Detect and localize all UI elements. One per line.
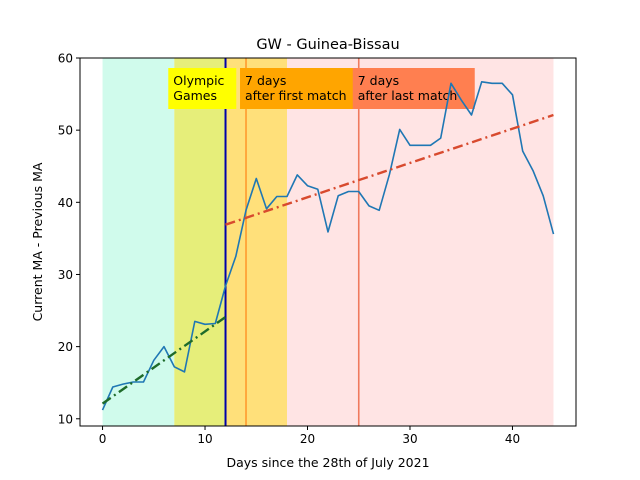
y-axis-label: Current MA - Previous MA	[30, 162, 45, 321]
region-before-games	[102, 58, 175, 426]
annotation-text-after-last-match-0: 7 days	[358, 73, 399, 88]
region-olympic-games	[174, 58, 226, 426]
trendline-pre-olympics-trend	[101, 316, 227, 405]
y-tick-label: 30	[58, 268, 73, 282]
x-tick-label: 0	[99, 432, 107, 446]
y-tick-label: 20	[58, 340, 73, 354]
x-tick-label: 10	[197, 432, 212, 446]
annotation-text-after-last-match-1: after last match	[358, 88, 458, 103]
y-tick-label: 50	[58, 124, 73, 138]
trendline-post-olympics-trend	[225, 113, 554, 226]
x-tick-label: 40	[505, 432, 520, 446]
annotation-text-after-first-match-0: 7 days	[245, 73, 286, 88]
annotation-box-after-first-match	[240, 68, 363, 109]
annotation-text-olympic-games-1: Games	[173, 88, 217, 103]
y-tick-label: 10	[58, 412, 73, 426]
y-tick-label: 40	[58, 196, 73, 210]
x-axis-label: Days since the 28th of July 2021	[226, 455, 429, 470]
region-after-first-match	[225, 58, 288, 426]
chart-title: GW - Guinea-Bissau	[256, 37, 399, 53]
series-line	[101, 81, 555, 411]
region-after-last-match	[287, 58, 554, 426]
y-tick-label: 60	[58, 52, 73, 66]
x-tick-label: 20	[300, 432, 315, 446]
x-tick-label: 30	[402, 432, 417, 446]
annotation-text-after-first-match-1: after first match	[245, 88, 346, 103]
annotation-box-olympic-games	[168, 68, 237, 109]
plot-frame	[79, 57, 577, 427]
annotation-text-olympic-games-0: Olympic	[173, 73, 224, 88]
